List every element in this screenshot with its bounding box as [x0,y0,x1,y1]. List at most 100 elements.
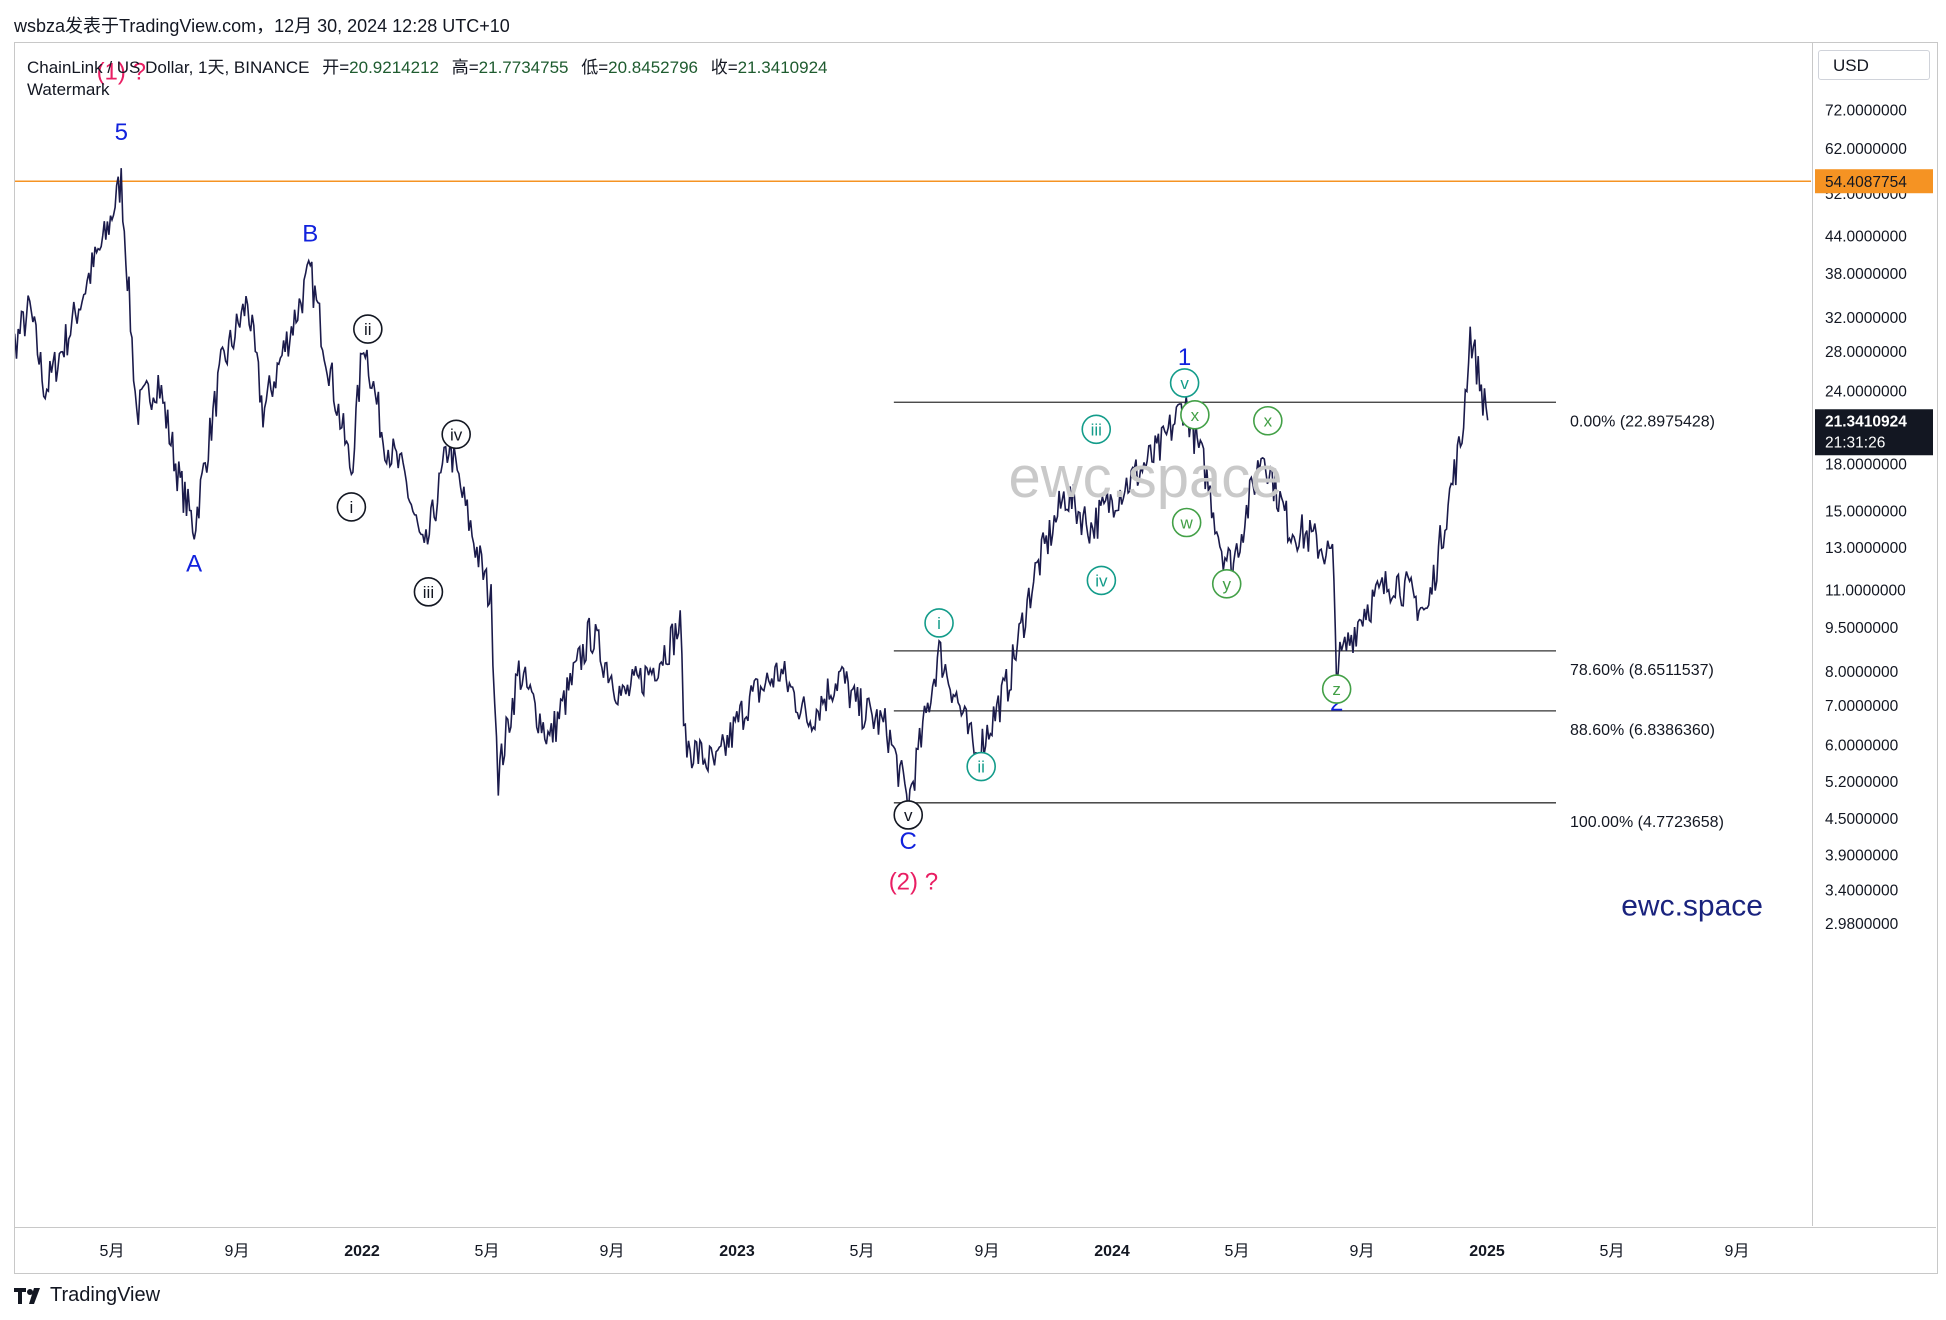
wave-circle [966,751,996,782]
tradingview-logo-icon [14,1287,40,1304]
time-tick-label: 5月 [475,1243,500,1260]
fib-level-label: 78.60% (8.6511537) [1570,662,1714,679]
circled-wave-label: v [893,800,924,830]
time-tick-label: 9月 [1350,1243,1375,1260]
wave-circle-text: v [904,806,913,825]
close-value: 21.3410924 [737,58,828,77]
circled-wave-label: v [1169,368,1200,398]
time-tick-label: 9月 [225,1243,250,1260]
price-tick-label: 5.2000000 [1825,774,1899,791]
wave-circle-text: iv [450,425,463,444]
high-value: 21.7734755 [478,58,569,77]
price-tick-label: 8.0000000 [1825,664,1899,681]
circled-wave-label: x [1253,405,1283,436]
wave-circle [1086,565,1117,596]
low-label: 低= [581,58,609,77]
price-axis-svg[interactable]: 96.000000084.000000072.000000062.0000000… [1813,29,1937,1226]
price-tick-label: 15.0000000 [1825,503,1907,520]
currency-button[interactable]: USD [1818,50,1930,80]
wave-circle [441,419,471,450]
symbol-title[interactable]: ChainLink / US Dollar, 1天, BINANCE [27,58,310,77]
time-axis-svg[interactable]: 5月 9月 2022 5月 9月 2023 5月 9月 2024 5月 9月 2025 5月 9月 [15,1228,1936,1273]
circled-wave-label: iv [441,419,471,450]
price-tick-label: 32.0000000 [1825,310,1907,327]
price-tick-label: 62.0000000 [1825,141,1907,158]
ohlc-low: 低=20.8452796 [581,58,698,77]
wave-circle-text: iv [1095,571,1108,590]
price-tick-label: 4.5000000 [1825,811,1899,828]
fib-level-label: 100.00% (4.7723658) [1570,814,1724,831]
wave-circle [924,608,954,638]
ohlc-close: 收=21.3410924 [711,58,828,77]
fib-level-label: 88.60% (6.8386360) [1570,722,1715,739]
circled-wave-label: i [336,492,367,522]
time-tick-label: 9月 [975,1243,1000,1260]
wave-circle-text: z [1332,680,1341,699]
price-chart[interactable]: 0.00% (22.8975428) 78.60% (8.6511537) 88.6… [0,43,1811,1226]
price-tick-label: 44.0000000 [1825,228,1907,245]
ohlc-open: 开=20.9214212 [322,58,439,77]
wave-label: 1 [1178,344,1191,371]
wave-circle-text: i [349,498,353,517]
brand-watermark: ewc.space [1621,889,1763,922]
price-tick-label: 18.0000000 [1825,457,1907,474]
wave-circle [1171,507,1202,538]
price-tick-label: 24.0000000 [1825,383,1907,400]
time-axis[interactable]: 5月 9月 2022 5月 9月 2023 5月 9月 2024 5月 9月 2025 5月 9月 [15,1227,1936,1273]
wave-circle-text: v [1180,374,1189,393]
circled-wave-label: x [1180,400,1210,430]
wave-label: C [900,828,917,855]
wave-circle [1321,674,1352,704]
publish-caption: wsbza发表于TradingView.com，12月 30, 2024 12:… [14,16,510,36]
time-tick-label: 2024 [1094,1243,1130,1260]
legend-header: ChainLink / US Dollar, 1天, BINANCE 开=20.… [27,53,836,78]
circled-wave-label: w [1171,507,1202,538]
price-tick-label: 38.0000000 [1825,266,1907,283]
price-tick-label: 9.5000000 [1825,620,1899,637]
wave-label: (2) ? [889,868,938,895]
high-label: 高= [451,58,479,77]
circled-wave-label: z [1321,674,1352,704]
open-value: 20.9214212 [349,58,439,77]
wave-label: 5 [115,119,128,146]
time-tick-label: 2025 [1469,1243,1505,1260]
close-label: 收= [710,58,738,77]
wave-circle [1211,568,1242,599]
tradingview-logo-text: TradingView [50,1284,161,1306]
plot-area[interactable]: 0.00% (22.8975428) 78.60% (8.6511537) 88.6… [0,43,1811,1226]
watermark-indicator-label[interactable]: Watermark [27,80,110,99]
circled-wave-label: iv [1086,565,1117,596]
circled-wave-label: i [924,608,954,638]
price-tick-label: 72.0000000 [1825,103,1907,120]
tradingview-logo[interactable]: TradingView [14,1284,160,1307]
circled-wave-label: y [1211,568,1242,599]
price-tick-label: 13.0000000 [1825,540,1907,557]
wave-circle-text: x [1191,406,1200,425]
price-axis[interactable]: 96.000000084.000000072.000000062.0000000… [1812,29,1937,1226]
price-tick-label: 3.9000000 [1825,847,1899,864]
circled-wave-label: iii [1081,414,1112,445]
time-tick-label: 2022 [344,1243,380,1260]
time-tick-label: 5月 [100,1243,125,1260]
wave-circle [1169,368,1200,398]
wave-label: B [302,220,318,247]
wave-circle-text: ii [364,320,372,339]
price-tick-label: 28.0000000 [1825,344,1907,361]
time-tick-label: 9月 [600,1243,625,1260]
price-tick-label: 6.0000000 [1825,737,1899,754]
price-tick-label: 3.4000000 [1825,882,1899,899]
wave-circle [893,800,924,830]
resistance-price-tag [1815,169,1933,194]
time-tick-label: 5月 [1225,1243,1250,1260]
open-label: 开= [322,58,350,77]
wave-circle-text: ii [977,758,985,777]
time-tick-label: 9月 [1725,1243,1750,1260]
price-series-line [0,168,1489,815]
price-tick-label: 2.9800000 [1825,916,1899,933]
low-value: 20.8452796 [608,58,698,77]
circled-wave-label: ii [353,314,383,344]
wave-circle-text: x [1264,412,1273,431]
wave-circle-text: iii [1091,420,1102,439]
time-tick-label: 5月 [850,1243,875,1260]
fib-level-label: 0.00% (22.8975428) [1570,413,1715,430]
